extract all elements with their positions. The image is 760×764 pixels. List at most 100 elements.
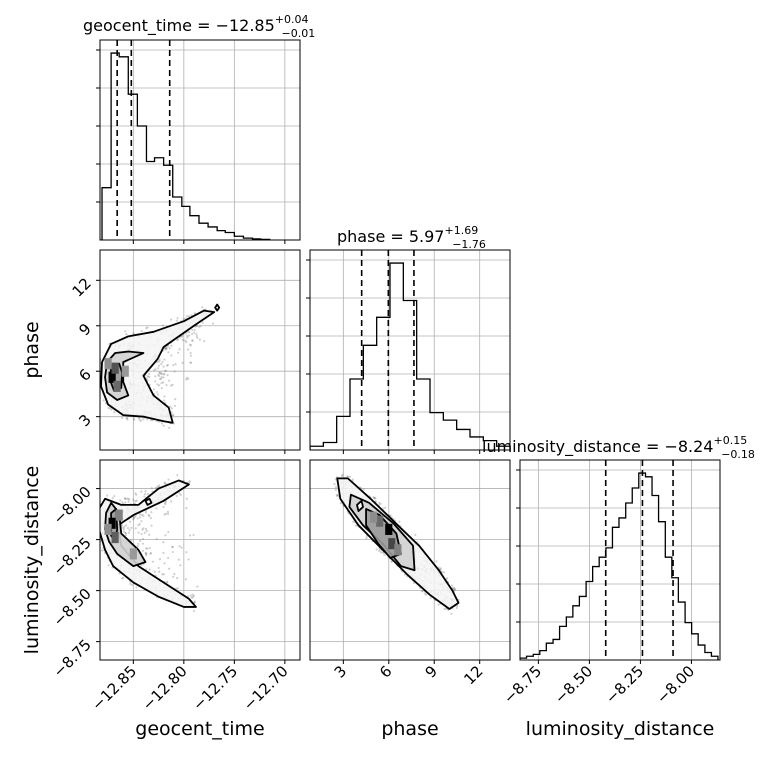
- sample-point: [192, 609, 196, 613]
- sample-point: [161, 360, 164, 364]
- sample-point: [190, 596, 193, 599]
- sample-point: [165, 581, 169, 584]
- sample-point: [145, 552, 148, 555]
- sample-point: [150, 511, 153, 514]
- sample-point: [171, 414, 174, 417]
- sample-point: [157, 360, 160, 363]
- xlabel-luminosity-distance: luminosity_distance: [526, 718, 715, 740]
- sample-point: [145, 327, 148, 330]
- sample-point: [163, 395, 166, 398]
- sample-point: [185, 332, 188, 335]
- histogram-geocent-time: [101, 52, 271, 240]
- sample-point: [166, 363, 170, 366]
- tick-label-x: 6: [376, 662, 395, 681]
- sample-point: [162, 551, 165, 554]
- sample-point: [162, 424, 165, 427]
- sample-point: [132, 332, 135, 335]
- sample-point: [190, 314, 193, 317]
- sample-point: [168, 347, 171, 350]
- sample-point: [95, 506, 97, 508]
- sample-point: [365, 536, 368, 540]
- sample-point: [146, 492, 149, 496]
- sample-point: [170, 354, 173, 357]
- sample-point: [414, 533, 417, 536]
- sample-point: [123, 497, 126, 500]
- tick-label-y: −8.50: [50, 585, 95, 630]
- sample-point: [184, 339, 187, 342]
- sample-point: [146, 326, 149, 329]
- panel-geocent-time: [96, 39, 301, 244]
- sample-point: [166, 580, 169, 584]
- sample-point: [140, 490, 143, 493]
- tick-label-x: −12.70: [240, 662, 292, 714]
- sample-point: [97, 523, 99, 525]
- title-geocent-time: geocent_time = −12.85+0.04 −0.01: [83, 13, 315, 40]
- sample-point: [178, 492, 181, 495]
- sample-point: [185, 551, 188, 554]
- sample-point: [164, 369, 167, 372]
- sample-point: [191, 339, 194, 342]
- sample-point: [193, 329, 196, 332]
- density-cell: [113, 380, 121, 392]
- sample-point: [445, 577, 449, 580]
- sample-point: [144, 511, 148, 514]
- density-cell: [370, 511, 378, 523]
- sample-point: [124, 533, 127, 537]
- sample-point: [181, 361, 184, 364]
- density-cell: [115, 509, 123, 521]
- density-cell: [388, 538, 396, 550]
- sample-point: [130, 583, 133, 586]
- sample-point: [142, 418, 145, 421]
- sample-point: [166, 510, 170, 513]
- panel-content: [333, 473, 460, 615]
- sample-point: [373, 496, 376, 500]
- sample-point: [148, 533, 151, 536]
- sample-point: [362, 488, 365, 491]
- sample-point: [334, 485, 338, 489]
- sample-point: [157, 364, 161, 367]
- density-cell: [104, 523, 112, 535]
- sample-point: [212, 322, 215, 325]
- sample-point: [197, 325, 201, 328]
- sample-point: [124, 531, 127, 534]
- sample-point: [167, 530, 170, 534]
- tick-label-y: −8.25: [50, 534, 95, 579]
- panel-frame: [99, 249, 301, 451]
- sample-point: [187, 377, 190, 380]
- sample-point: [177, 351, 180, 354]
- sample-point: [143, 495, 146, 498]
- sample-point: [340, 474, 344, 478]
- sample-point: [191, 596, 194, 599]
- sample-point: [163, 501, 167, 504]
- sample-point: [186, 336, 189, 339]
- sample-point: [171, 550, 174, 554]
- sample-point: [339, 501, 342, 505]
- sample-point: [148, 546, 151, 550]
- panel-phase: [306, 249, 511, 454]
- sample-point: [134, 499, 137, 503]
- sample-point: [174, 363, 177, 366]
- sample-point: [157, 373, 160, 376]
- sample-point: [122, 530, 125, 533]
- tick-label-y: 9: [75, 320, 94, 339]
- sample-point: [349, 475, 352, 478]
- density-cell: [108, 371, 116, 383]
- sample-point: [107, 406, 110, 410]
- sample-point: [167, 567, 171, 570]
- sample-point: [113, 411, 116, 414]
- sample-point: [164, 500, 168, 503]
- sample-point: [454, 587, 457, 591]
- density-cell: [121, 365, 129, 377]
- tick-label-x: −8.75: [500, 662, 545, 707]
- tick-label-y: −8.00: [50, 483, 95, 528]
- sample-point: [147, 372, 151, 375]
- panel-luminosity-distance: −8.75 −8.50 −8.25 −8.00: [500, 459, 721, 707]
- sample-point: [124, 497, 127, 500]
- sample-point: [154, 375, 157, 378]
- sample-point: [188, 480, 191, 483]
- tick-label-y: −8.75: [50, 636, 95, 681]
- sample-point: [192, 331, 196, 334]
- sample-point: [372, 496, 375, 499]
- tick-label-x: −12.85: [88, 662, 140, 714]
- sample-point: [189, 361, 193, 364]
